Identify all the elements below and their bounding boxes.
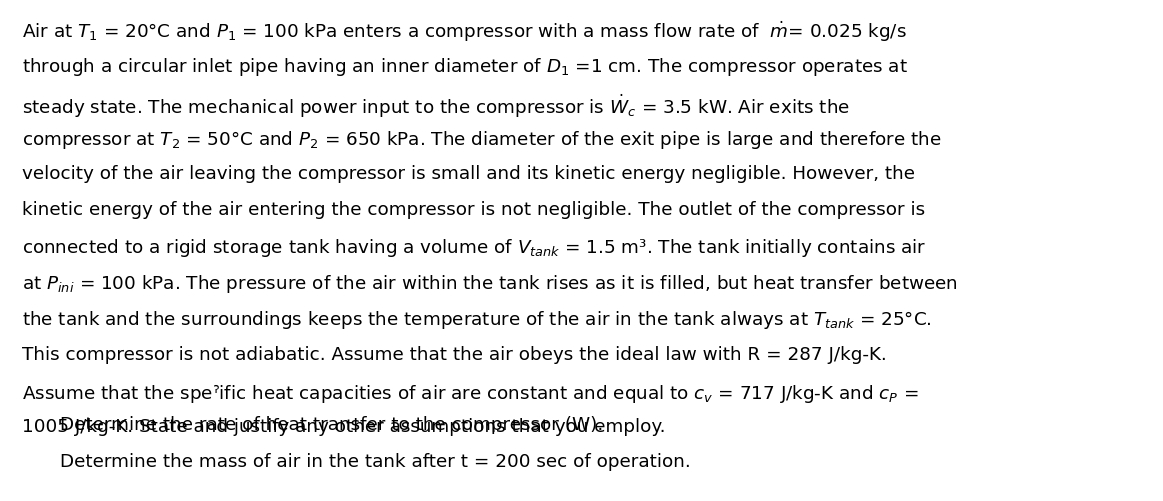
- Text: steady state. The mechanical power input to the compressor is $\dot{W}_c$ = 3.5 : steady state. The mechanical power input…: [22, 93, 849, 120]
- Text: 1005 J/kg-K. State and justify any other assumptions that you employ.: 1005 J/kg-K. State and justify any other…: [22, 418, 665, 436]
- Text: through a circular inlet pipe having an inner diameter of $D_1$ =1 cm. The compr: through a circular inlet pipe having an …: [22, 56, 907, 78]
- Text: Determine the rate of heat transfer to the compressor (W).: Determine the rate of heat transfer to t…: [60, 416, 604, 434]
- Text: velocity of the air leaving the compressor is small and its kinetic energy negli: velocity of the air leaving the compress…: [22, 165, 914, 183]
- Text: Assume that the speˀific heat capacities of air are constant and equal to $c_v$ : Assume that the speˀific heat capacities…: [22, 382, 918, 405]
- Text: at $P_{ini}$ = 100 kPa. The pressure of the air within the tank rises as it is f: at $P_{ini}$ = 100 kPa. The pressure of …: [22, 273, 957, 295]
- Text: compressor at $T_2$ = 50°C and $P_2$ = 650 kPa. The diameter of the exit pipe is: compressor at $T_2$ = 50°C and $P_2$ = 6…: [22, 129, 941, 151]
- Text: the tank and the surroundings keeps the temperature of the air in the tank alway: the tank and the surroundings keeps the …: [22, 310, 932, 332]
- Text: connected to a rigid storage tank having a volume of $V_{tank}$ = 1.5 m³. The ta: connected to a rigid storage tank having…: [22, 237, 926, 259]
- Text: kinetic energy of the air entering the compressor is not negligible. The outlet : kinetic energy of the air entering the c…: [22, 201, 925, 219]
- Text: This compressor is not adiabatic. Assume that the air obeys the ideal law with R: This compressor is not adiabatic. Assume…: [22, 346, 886, 364]
- Text: Air at $T_1$ = 20°C and $P_1$ = 100 kPa enters a compressor with a mass flow rat: Air at $T_1$ = 20°C and $P_1$ = 100 kPa …: [22, 20, 906, 45]
- Text: Determine the mass of air in the tank after t = 200 sec of operation.: Determine the mass of air in the tank af…: [60, 452, 691, 470]
